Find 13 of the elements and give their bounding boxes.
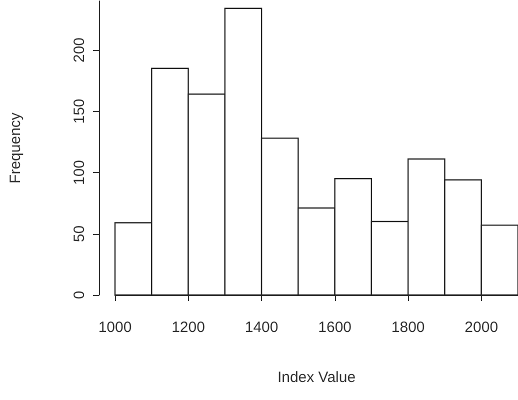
x-tick-label: 2000	[464, 319, 498, 336]
x-tick-label: 1800	[391, 319, 425, 336]
y-tick-label: 50	[71, 225, 88, 242]
y-tick-label: 100	[71, 160, 88, 186]
y-tick-label: 0	[71, 290, 88, 300]
x-tick-label: 1000	[98, 319, 132, 336]
y-tick-label: 200	[71, 37, 88, 63]
y-axis-title: Frequency	[7, 112, 24, 184]
x-tick-label: 1600	[318, 319, 352, 336]
x-tick-label: 1400	[244, 319, 278, 336]
x-tick-label: 1200	[172, 319, 205, 336]
y-tick-label: 150	[71, 98, 88, 124]
x-axis-title: Index Value	[277, 369, 356, 386]
